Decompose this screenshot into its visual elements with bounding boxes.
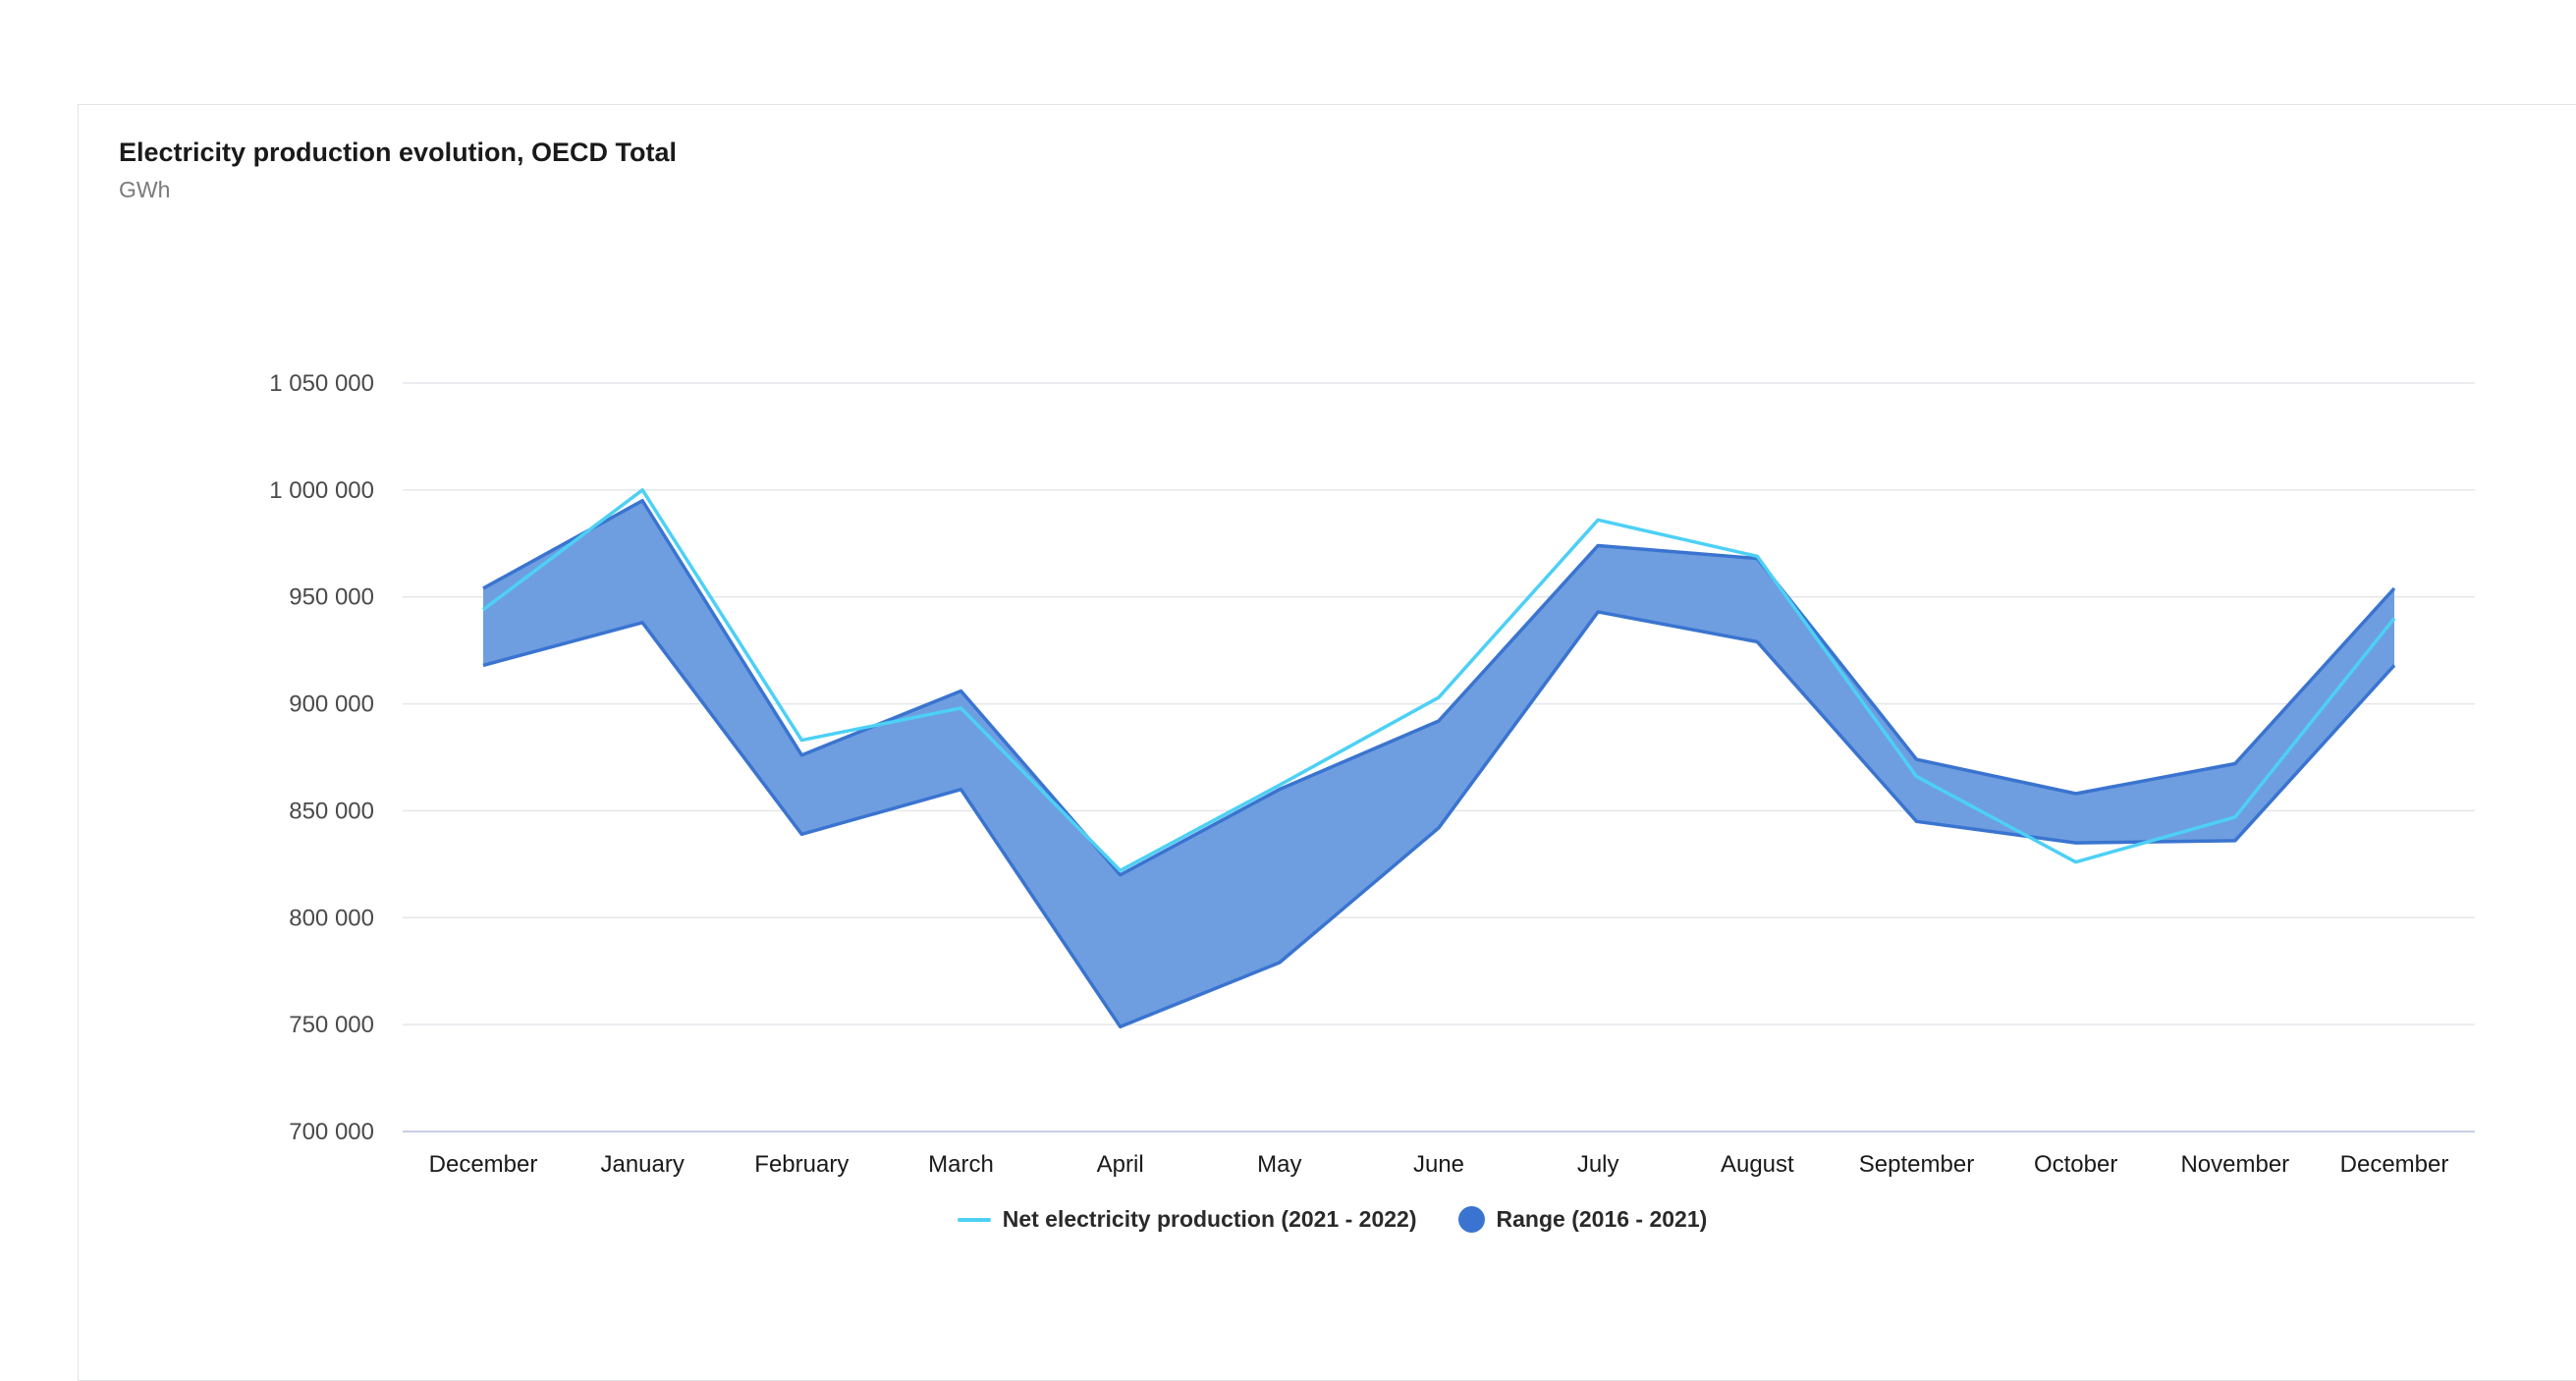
production-point[interactable]	[1749, 548, 1765, 564]
x-tick-label: December	[2340, 1151, 2449, 1178]
y-tick-label: 900 000	[289, 691, 374, 718]
range-area[interactable]	[483, 500, 2394, 1027]
range-high-edge	[482, 498, 2396, 877]
x-tick-label: May	[1257, 1151, 1301, 1178]
y-tick-label: 700 000	[289, 1119, 374, 1145]
production-point[interactable]	[1431, 690, 1447, 705]
x-tick-label: February	[754, 1151, 849, 1178]
legend-line-swatch	[957, 1217, 991, 1222]
production-point[interactable]	[954, 700, 969, 716]
y-tick-label: 850 000	[289, 798, 374, 824]
production-point[interactable]	[634, 482, 650, 498]
production-point[interactable]	[1909, 769, 1925, 785]
legend-label-production: Net electricity production (2021 - 2022)	[1002, 1206, 1417, 1232]
production-point[interactable]	[2386, 610, 2402, 626]
y-tick-label: 800 000	[289, 905, 374, 931]
production-point[interactable]	[2068, 855, 2084, 870]
x-tick-label: September	[1859, 1151, 1974, 1178]
legend: Net electricity production (2021 - 2022)…	[0, 1206, 2576, 1233]
production-point[interactable]	[794, 733, 809, 748]
x-tick-label: March	[928, 1151, 994, 1178]
range-area-group	[482, 498, 2396, 1029]
x-tick-label: April	[1097, 1151, 1144, 1178]
x-tick-label: July	[1577, 1151, 1619, 1178]
production-point[interactable]	[475, 602, 491, 618]
y-tick-label: 950 000	[289, 584, 374, 611]
production-line-group	[475, 482, 2402, 878]
range-low-edge	[482, 610, 2396, 1029]
legend-label-range: Range (2016 - 2021)	[1496, 1206, 1708, 1232]
production-point[interactable]	[1113, 862, 1128, 878]
legend-item-range[interactable]: Range (2016 - 2021)	[1457, 1206, 1708, 1233]
chart-card	[78, 104, 2576, 1381]
x-tick-label: November	[2180, 1151, 2289, 1178]
y-tick-label: 1 050 000	[269, 370, 374, 397]
production-point[interactable]	[2227, 809, 2243, 825]
production-line[interactable]	[481, 488, 2396, 873]
x-tick-label: December	[429, 1151, 538, 1178]
chart-plot: 700 000 750 000 800 000 850 000 900 000 950 0…	[269, 370, 2475, 1178]
y-axis-ticks: 700 000 750 000 800 000 850 000 900 000 950 0…	[269, 370, 374, 1145]
x-axis-ticks: December January February March April May June…	[429, 1151, 2449, 1178]
x-tick-label: October	[2034, 1151, 2117, 1178]
y-tick-label: 1 000 000	[269, 477, 374, 504]
legend-dot-swatch	[1457, 1206, 1485, 1233]
x-tick-label: June	[1413, 1151, 1464, 1178]
production-point[interactable]	[1272, 777, 1288, 793]
legend-item-production[interactable]: Net electricity production (2021 - 2022)	[957, 1206, 1417, 1233]
y-tick-label: 750 000	[289, 1012, 374, 1038]
production-point[interactable]	[1590, 512, 1606, 527]
x-tick-label: August	[1721, 1151, 1794, 1178]
chart-title: Electricity production evolution, OECD T…	[119, 138, 678, 167]
chart-subtitle: GWh	[119, 177, 171, 202]
x-tick-label: January	[600, 1151, 684, 1178]
